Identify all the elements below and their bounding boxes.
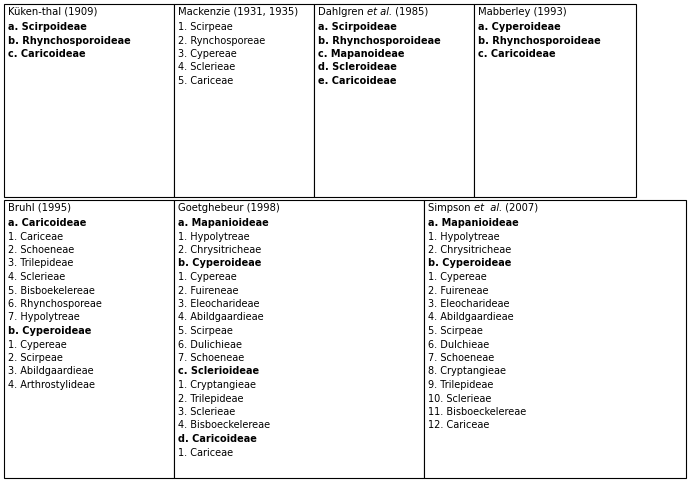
Text: 2. Trilepideae: 2. Trilepideae	[178, 393, 244, 403]
Text: 2. Fuireneae: 2. Fuireneae	[428, 285, 489, 295]
Text: 1. Hypolytreae: 1. Hypolytreae	[428, 231, 500, 241]
Text: 3. Eleocharideae: 3. Eleocharideae	[428, 299, 509, 309]
Text: 7. Schoeneae: 7. Schoeneae	[178, 353, 244, 363]
Text: 1. Cariceae: 1. Cariceae	[8, 231, 63, 241]
Text: 1. Cryptangieae: 1. Cryptangieae	[178, 380, 256, 390]
Text: 6. Dulchieae: 6. Dulchieae	[428, 339, 489, 349]
Text: a. Mapanioideae: a. Mapanioideae	[428, 218, 518, 228]
Text: Mabberley (1993): Mabberley (1993)	[478, 7, 566, 17]
Text: et al.: et al.	[367, 7, 392, 17]
Text: d. Caricoideae: d. Caricoideae	[178, 434, 257, 444]
Text: 2. Rynchosporeae: 2. Rynchosporeae	[178, 36, 265, 45]
Text: et  al.: et al.	[474, 203, 502, 213]
Text: 2. Schoeneae: 2. Schoeneae	[8, 245, 74, 255]
Bar	[4, 4, 174, 197]
Text: (1985): (1985)	[392, 7, 428, 17]
Text: 8. Cryptangieae: 8. Cryptangieae	[428, 366, 506, 376]
Bar	[314, 4, 474, 197]
Text: 3. Abildgaardieae: 3. Abildgaardieae	[8, 366, 94, 376]
Text: Simpson: Simpson	[428, 203, 474, 213]
Text: Dahlgren: Dahlgren	[318, 7, 367, 17]
Text: c. Sclerioideae: c. Sclerioideae	[178, 366, 259, 376]
Text: 4. Abildgaardieae: 4. Abildgaardieae	[428, 312, 514, 322]
Text: (2007): (2007)	[502, 203, 538, 213]
Text: 2. Chrysitricheae: 2. Chrysitricheae	[428, 245, 511, 255]
Text: c. Mapanoideae: c. Mapanoideae	[318, 49, 405, 59]
Text: 4. Sclerieae: 4. Sclerieae	[8, 272, 65, 282]
Text: 4. Bisboeckelereae: 4. Bisboeckelereae	[178, 420, 270, 430]
Text: 10. Sclerieae: 10. Sclerieae	[428, 393, 491, 403]
Bar	[174, 200, 424, 478]
Text: c. Caricoideae: c. Caricoideae	[8, 49, 85, 59]
Text: 3. Sclerieae: 3. Sclerieae	[178, 407, 235, 417]
Text: 6. Dulichieae: 6. Dulichieae	[178, 339, 242, 349]
Text: 9. Trilepideae: 9. Trilepideae	[428, 380, 493, 390]
Text: 1. Hypolytreae: 1. Hypolytreae	[178, 231, 250, 241]
Text: 3. Trilepideae: 3. Trilepideae	[8, 258, 74, 268]
Text: b. Rhynchosporoideae: b. Rhynchosporoideae	[318, 36, 441, 45]
Text: a. Scirpoideae: a. Scirpoideae	[8, 22, 87, 32]
Text: b. Cyperoideae: b. Cyperoideae	[8, 326, 92, 336]
Text: 1. Cypereae: 1. Cypereae	[428, 272, 486, 282]
Text: a. Cyperoideae: a. Cyperoideae	[478, 22, 561, 32]
Text: 1. Scirpeae: 1. Scirpeae	[178, 22, 232, 32]
Text: 2. Chrysitricheae: 2. Chrysitricheae	[178, 245, 261, 255]
Text: c. Caricoideae: c. Caricoideae	[478, 49, 556, 59]
Text: a. Mapanioideae: a. Mapanioideae	[178, 218, 269, 228]
Text: a. Caricoideae: a. Caricoideae	[8, 218, 86, 228]
Text: Bruhl (1995): Bruhl (1995)	[8, 203, 71, 213]
Text: b. Rhynchosporoideae: b. Rhynchosporoideae	[8, 36, 130, 45]
Text: 1. Cypereae: 1. Cypereae	[178, 272, 237, 282]
Text: 1. Cypereae: 1. Cypereae	[8, 339, 67, 349]
Text: Küken­thal (1909): Küken­thal (1909)	[8, 7, 97, 17]
Text: 7. Hypolytreae: 7. Hypolytreae	[8, 312, 80, 322]
Text: 5. Cariceae: 5. Cariceae	[178, 76, 233, 86]
Bar	[424, 200, 686, 478]
Text: 11. Bisboeckelereae: 11. Bisboeckelereae	[428, 407, 526, 417]
Text: 3. Cypereae: 3. Cypereae	[178, 49, 237, 59]
Text: 7. Schoeneae: 7. Schoeneae	[428, 353, 494, 363]
Text: 5. Bisboekelereae: 5. Bisboekelereae	[8, 285, 95, 295]
Text: 6. Rhynchosporeae: 6. Rhynchosporeae	[8, 299, 102, 309]
Text: 3. Eleocharideae: 3. Eleocharideae	[178, 299, 260, 309]
Text: b. Rhynchosporoideae: b. Rhynchosporoideae	[478, 36, 601, 45]
Bar	[4, 200, 174, 478]
Text: e. Caricoideae: e. Caricoideae	[318, 76, 396, 86]
Text: 5. Scirpeae: 5. Scirpeae	[178, 326, 233, 336]
Text: d. Scleroideae: d. Scleroideae	[318, 63, 397, 72]
Text: 2. Fuireneae: 2. Fuireneae	[178, 285, 239, 295]
Text: b. Cyperoideae: b. Cyperoideae	[428, 258, 511, 268]
Text: 1. Cariceae: 1. Cariceae	[178, 447, 233, 457]
Text: 2. Scirpeae: 2. Scirpeae	[8, 353, 63, 363]
Text: Mackenzie (1931, 1935): Mackenzie (1931, 1935)	[178, 7, 298, 17]
Text: 4. Arthrostylideae: 4. Arthrostylideae	[8, 380, 95, 390]
Text: b. Cyperoideae: b. Cyperoideae	[178, 258, 262, 268]
Text: a. Scirpoideae: a. Scirpoideae	[318, 22, 397, 32]
Text: 4. Abildgaardieae: 4. Abildgaardieae	[178, 312, 264, 322]
Bar	[474, 4, 636, 197]
Text: 4. Sclerieae: 4. Sclerieae	[178, 63, 235, 72]
Text: 5. Scirpeae: 5. Scirpeae	[428, 326, 483, 336]
Text: Goetghebeur (1998): Goetghebeur (1998)	[178, 203, 280, 213]
Text: 12. Cariceae: 12. Cariceae	[428, 420, 489, 430]
Bar	[174, 4, 314, 197]
